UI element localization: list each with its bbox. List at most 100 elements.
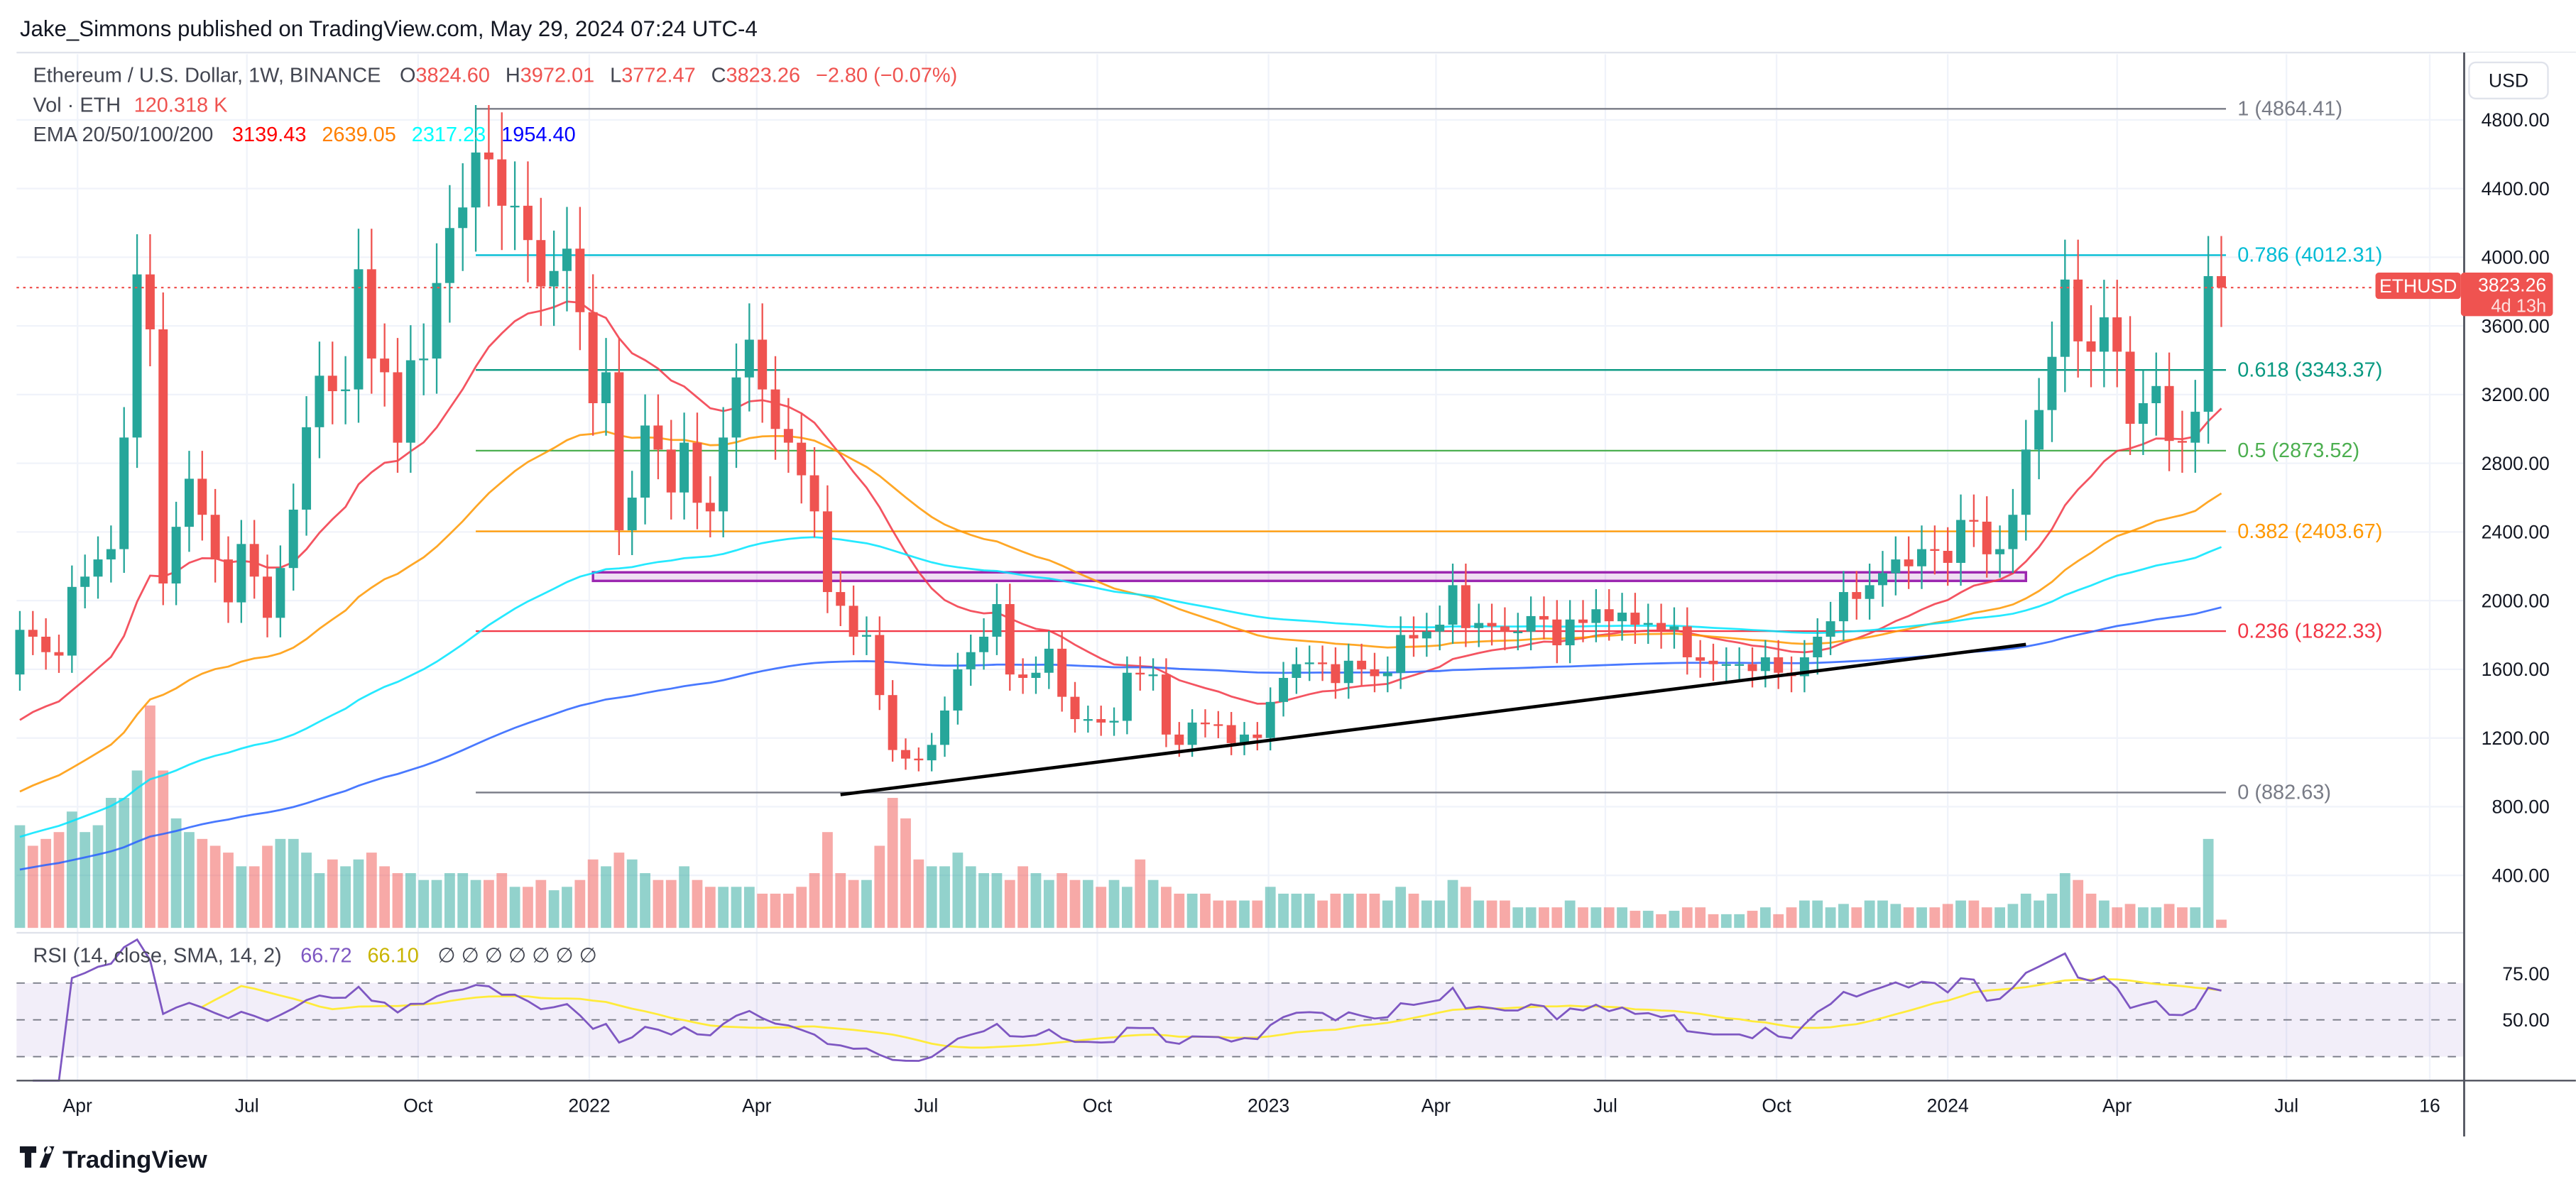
time-axis[interactable]: Apr Jul Oct 2022 Apr Jul Oct 2023 Apr Jul Oct 2024 A… [63, 1095, 2440, 1116]
candle-body [575, 248, 585, 312]
volume-bar [1734, 914, 1745, 928]
candle-body [1304, 662, 1314, 664]
candle-body [1461, 585, 1470, 628]
volume-bar [119, 797, 130, 928]
volume-bar [1382, 900, 1393, 928]
volume-bar [2216, 919, 2227, 928]
volume-bar [1578, 907, 1588, 928]
volume-bar [1695, 907, 1706, 928]
volume-bar [418, 880, 430, 928]
time-tick-label: 2023 [1248, 1095, 1289, 1116]
candle-body [1148, 674, 1158, 676]
candle-body [1904, 559, 1914, 566]
volume-bar [66, 811, 77, 928]
candle-body [158, 329, 168, 583]
volume-bar [2073, 880, 2084, 928]
candle-body [1187, 722, 1197, 745]
volume-bar [2124, 904, 2136, 928]
ema-200-line [19, 606, 2222, 871]
candle-body [236, 544, 246, 603]
candle-body [1292, 664, 1301, 678]
volume-bar [1669, 911, 1680, 928]
volume-bar [796, 887, 807, 928]
candle-body [1057, 648, 1067, 697]
legend-volume: Vol · ETH 120.318 K [33, 94, 227, 116]
volume-bar [1213, 900, 1224, 928]
volume-bar [835, 873, 846, 928]
candle-body [1696, 657, 1705, 661]
candle-body [119, 437, 129, 549]
time-tick-label: Jul [2274, 1095, 2298, 1116]
candle-body [1435, 625, 1445, 632]
legend-rsi: RSI (14, close, SMA, 14, 2) 66.72 66.10 … [33, 945, 596, 968]
volume-bar [1200, 893, 1211, 928]
volume-bar [1460, 887, 1471, 928]
volume-bar [1786, 907, 1797, 928]
candle-body [106, 549, 116, 560]
volume-bars [14, 705, 2227, 928]
candle-body [2099, 317, 2109, 352]
candle-body [601, 372, 611, 403]
volume-bar [431, 880, 442, 928]
candle-body [1018, 674, 1028, 678]
volume-bar [275, 838, 286, 928]
volume-bar [1617, 907, 1627, 928]
candle-body [327, 376, 337, 392]
candle-body [719, 437, 728, 512]
volume-bar [2177, 907, 2188, 928]
candle-body [1357, 660, 1367, 669]
volume-bar [1174, 893, 1185, 928]
volume-bar [1630, 911, 1641, 928]
time-tick-label: 16 [2419, 1095, 2440, 1116]
candle-body [510, 205, 520, 208]
candle-body [536, 240, 546, 287]
tradingview-logo[interactable]: TradingView [19, 1146, 208, 1173]
legend-symbol: Ethereum / U.S. Dollar, 1W, BINANCE [33, 65, 381, 87]
candle-body [1005, 603, 1015, 675]
fib-retracement[interactable]: 1 (4864.41) 0.786 (4012.31) 0.618 (3343.37… [476, 98, 2382, 804]
candle-body [1657, 623, 1666, 630]
candle-body [1382, 672, 1392, 676]
candle-body [1331, 664, 1341, 684]
volume-bar [1186, 893, 1198, 928]
price-tick-label: 2800.00 [2482, 453, 2550, 474]
candle-body [484, 152, 493, 160]
price-axis[interactable] [2464, 53, 2576, 1136]
volume-bar [327, 859, 338, 928]
candle-body [288, 509, 298, 569]
candle-body [1552, 619, 1562, 646]
candle-body [2190, 412, 2200, 443]
candle-body [692, 442, 702, 503]
volume-bar [92, 825, 104, 928]
candle-body [2125, 351, 2135, 424]
rsi-panel [16, 938, 2465, 1082]
candle-body [1213, 724, 1223, 726]
candle-body [1265, 701, 1275, 738]
candle-body [210, 515, 220, 560]
volume-bar [1239, 900, 1250, 928]
volume-bar [587, 859, 599, 928]
candle-body [1643, 623, 1653, 625]
candle-body [523, 205, 533, 241]
candle-body [1421, 631, 1431, 639]
candle-body [275, 568, 285, 618]
price-tag [2460, 273, 2553, 317]
candle-body [914, 758, 924, 761]
volume-bar [1434, 900, 1446, 928]
volume-bar [1108, 880, 1120, 928]
candle-body [1669, 626, 1679, 630]
volume-bar [2034, 900, 2045, 928]
support-zone [591, 571, 2028, 583]
volume-bar [900, 818, 911, 928]
candle-body [705, 503, 715, 512]
trendline[interactable] [840, 642, 2026, 796]
volume-bar [1304, 893, 1315, 928]
price-tick-label: 400.00 [2492, 865, 2549, 886]
currency-button[interactable] [2468, 61, 2549, 99]
candle-body [992, 603, 1002, 637]
candle-body [848, 606, 858, 637]
volume-bar [782, 893, 794, 928]
volume-bar [1395, 887, 1407, 928]
volume-bar [523, 887, 533, 928]
